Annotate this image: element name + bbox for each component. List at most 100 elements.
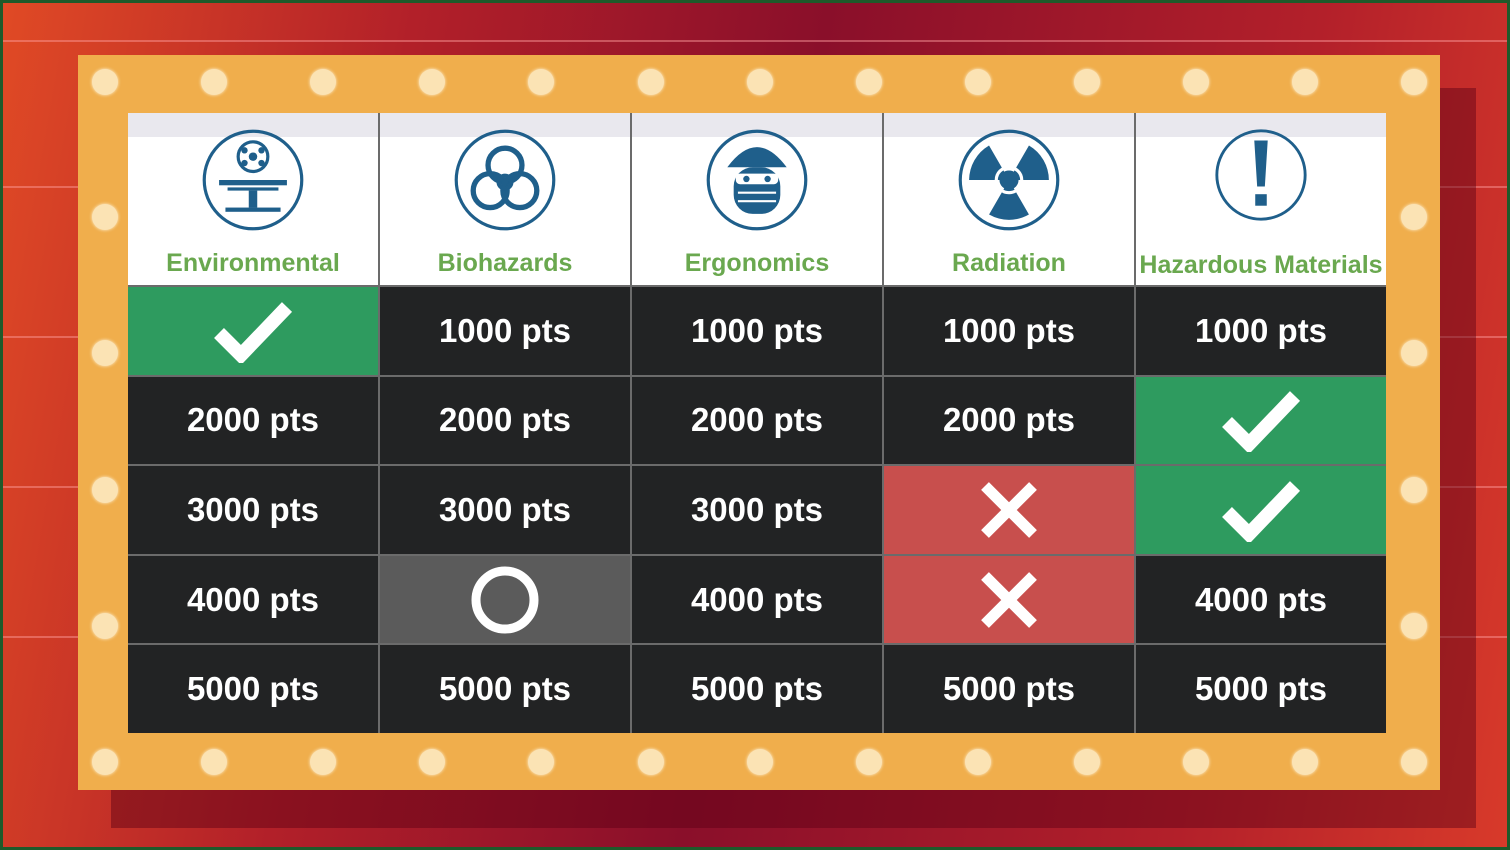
checkmark-icon — [1222, 391, 1301, 453]
tile-points: 5000 pts — [438, 670, 572, 708]
bulb — [1073, 749, 1100, 775]
tile-points: 2000 pts — [690, 401, 824, 439]
board-tile-open[interactable]: 4000 pts — [632, 555, 882, 644]
bulb — [92, 749, 118, 775]
board-tile-open[interactable]: 5000 pts — [1136, 645, 1386, 733]
bulb — [1292, 749, 1319, 775]
bulb — [528, 749, 555, 775]
tile-points: 3000 pts — [186, 490, 320, 528]
bulb — [1401, 204, 1427, 230]
board-tile-correct — [1136, 376, 1386, 465]
category-header: Biohazards — [380, 113, 630, 285]
bulb — [92, 69, 118, 95]
bulb — [419, 69, 446, 95]
board-tile-open[interactable]: 5000 pts — [128, 645, 378, 733]
category-label: Ergonomics — [684, 249, 830, 277]
bulb — [201, 749, 228, 775]
bulb — [746, 749, 773, 775]
board-tile-open[interactable]: 5000 pts — [884, 645, 1134, 733]
bulb — [1401, 477, 1427, 503]
bulb — [637, 749, 664, 775]
bulb — [964, 749, 991, 775]
x-mark-icon — [981, 482, 1037, 538]
biohazard-icon — [454, 129, 556, 231]
tile-points: 4000 pts — [1194, 580, 1328, 618]
board-tile-open[interactable]: 1000 pts — [884, 287, 1134, 375]
board-tile-correct — [1136, 466, 1386, 554]
tile-points: 2000 pts — [438, 401, 572, 439]
checkmark-icon — [1222, 481, 1301, 542]
board-tile-open[interactable]: 2000 pts — [380, 376, 630, 465]
bulb — [92, 204, 118, 230]
x-mark-icon — [981, 571, 1037, 628]
bulb — [1292, 69, 1319, 95]
board-tile-open[interactable]: 2000 pts — [632, 376, 882, 465]
circle-selected-icon — [471, 566, 539, 634]
tile-points: 4000 pts — [690, 580, 824, 618]
tile-points: 1000 pts — [1194, 311, 1328, 349]
board-tile-open[interactable]: 3000 pts — [128, 466, 378, 554]
tile-points: 3000 pts — [690, 490, 824, 528]
tile-points: 5000 pts — [186, 670, 320, 708]
checkmark-icon — [214, 301, 293, 363]
tile-points: 2000 pts — [942, 401, 1076, 439]
game-board: Environmental Biohazards Ergonomics Radiati… — [128, 113, 1386, 733]
bulb — [1401, 613, 1427, 639]
category-label: Biohazards — [437, 249, 573, 277]
board-tile-wrong — [884, 555, 1134, 644]
tile-points: 4000 pts — [186, 580, 320, 618]
tile-points: 5000 pts — [690, 670, 824, 708]
board-tile-open[interactable]: 5000 pts — [380, 645, 630, 733]
board-tile-open[interactable]: 1000 pts — [1136, 287, 1386, 375]
category-label: Hazardous Materials — [1139, 251, 1383, 279]
stripe — [3, 40, 1507, 42]
bulb — [855, 749, 882, 775]
category-label: Radiation — [952, 249, 1066, 277]
category-header: Environmental — [128, 113, 378, 285]
bulb — [92, 477, 118, 503]
category-header: Radiation — [884, 113, 1134, 285]
bulb — [310, 749, 337, 775]
environmental-station-icon — [202, 129, 304, 231]
category-header: Ergonomics — [632, 113, 882, 285]
tile-points: 1000 pts — [942, 311, 1076, 349]
board-tile-open[interactable]: 1000 pts — [632, 287, 882, 375]
board-tile-open[interactable]: 2000 pts — [884, 376, 1134, 465]
bulb — [1401, 340, 1427, 366]
bulb — [310, 69, 337, 95]
tile-points: 2000 pts — [186, 401, 320, 439]
board-tile-wrong — [884, 466, 1134, 554]
board-tile-open[interactable]: 2000 pts — [128, 376, 378, 465]
exclamation-icon — [1215, 129, 1307, 221]
tile-points: 5000 pts — [1194, 670, 1328, 708]
bulb — [1401, 749, 1428, 775]
bulb — [1183, 749, 1209, 775]
bulb — [419, 749, 446, 775]
bulb — [528, 69, 555, 95]
bulb — [1401, 69, 1428, 95]
bulb — [964, 69, 991, 95]
board-tile-selected[interactable] — [380, 555, 630, 644]
radiation-icon — [958, 129, 1060, 231]
board-tile-open[interactable]: 1000 pts — [380, 287, 630, 375]
board-tile-open[interactable]: 3000 pts — [632, 466, 882, 554]
bulb — [1073, 69, 1100, 95]
board-tile-open[interactable]: 3000 pts — [380, 466, 630, 554]
tile-points: 5000 pts — [942, 670, 1076, 708]
bulb — [92, 613, 118, 639]
bulb — [92, 340, 118, 366]
bulb — [855, 69, 882, 95]
board-tile-correct — [128, 287, 378, 375]
category-label: Environmental — [166, 249, 340, 277]
bulb — [1183, 69, 1209, 95]
category-header: Hazardous Materials — [1136, 113, 1386, 285]
tile-points: 3000 pts — [438, 490, 572, 528]
bulb — [746, 69, 773, 95]
tile-points: 1000 pts — [438, 311, 572, 349]
board-tile-open[interactable]: 4000 pts — [1136, 555, 1386, 644]
face-mask-icon — [706, 129, 808, 231]
board-tile-open[interactable]: 5000 pts — [632, 645, 882, 733]
tile-points: 1000 pts — [690, 311, 824, 349]
bulb — [637, 69, 664, 95]
board-tile-open[interactable]: 4000 pts — [128, 555, 378, 644]
